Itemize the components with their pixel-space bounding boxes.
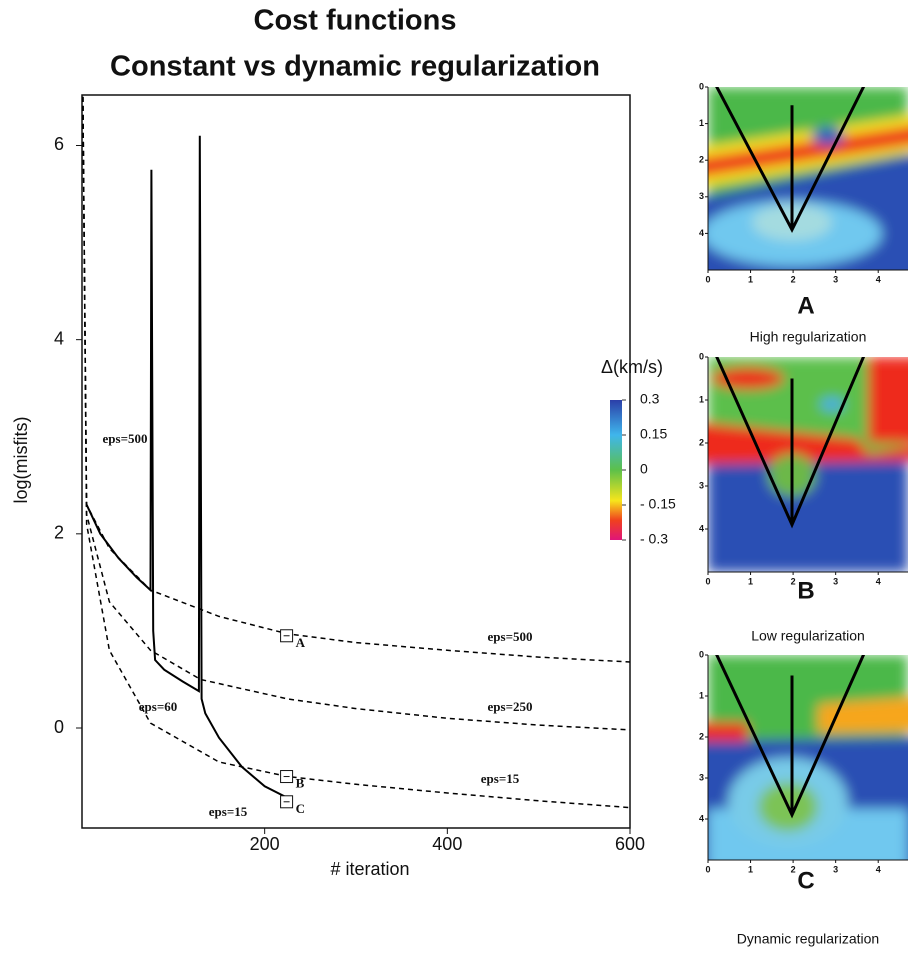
chart-title: Cost functions [254, 5, 457, 37]
x-tick-label: 600 [615, 834, 645, 854]
colorbar-tick-label: 0.15 [640, 426, 667, 442]
heat-region [868, 357, 908, 443]
plot-frame [81, 94, 631, 829]
panel-y-tick-label: 2 [699, 155, 704, 165]
panel-y-tick-label: 1 [699, 118, 704, 128]
heatmap [708, 357, 908, 572]
panel-x-tick-label: 0 [705, 576, 710, 586]
marker-label: A [296, 635, 306, 650]
x-tick-label: 200 [250, 834, 280, 854]
colorbar-title: Δ(km/s) [601, 357, 663, 377]
panel-y-tick-label: 0 [699, 81, 704, 91]
panel-x-tick-label: 2 [791, 274, 796, 284]
panel-label: C [797, 867, 814, 894]
panel-x-tick-label: 0 [705, 864, 710, 874]
y-tick-label: 6 [54, 134, 64, 154]
marker-label: C [296, 801, 305, 816]
panel-y-tick-label: 3 [699, 191, 704, 201]
panel-y-tick-label: 1 [699, 394, 704, 404]
annotation: eps=250 [488, 699, 533, 714]
heat-region [708, 722, 748, 742]
colorbar-tick-label: - 0.3 [640, 531, 668, 547]
panel-x-tick-label: 0 [705, 274, 710, 284]
panel-y-tick-label: 4 [699, 228, 704, 238]
panel-y-tick-label: 0 [699, 649, 704, 659]
annotation: eps=60 [139, 699, 177, 714]
panel-x-tick-label: 3 [833, 576, 838, 586]
panel-x-tick-label: 4 [876, 274, 881, 284]
chart-subtitle: Constant vs dynamic regularization [110, 51, 600, 83]
panel-y-tick-label: 3 [699, 772, 704, 782]
heatmap-fill [708, 357, 908, 572]
heatmap [708, 655, 908, 860]
panel-label: B [797, 577, 814, 604]
panel-y-tick-label: 1 [699, 690, 704, 700]
panel-x-tick-label: 3 [833, 274, 838, 284]
heatmap [708, 87, 908, 270]
y-axis-label: log(misfits) [11, 416, 31, 503]
panel-caption: High regularization [750, 329, 867, 345]
colorbar-tick-label: 0 [640, 461, 648, 477]
panel-y-tick-label: 2 [699, 731, 704, 741]
y-tick-label: 2 [54, 523, 64, 543]
annotation: eps=500 [103, 431, 148, 446]
series-line [82, 96, 631, 731]
heat-region [820, 397, 844, 411]
series-line [82, 96, 631, 663]
panel-x-tick-label: 1 [748, 274, 753, 284]
panel-x-tick-label: 2 [791, 576, 796, 586]
series-line [82, 96, 631, 809]
panel-y-tick-label: 4 [699, 813, 704, 823]
annotation: eps=500 [488, 629, 533, 644]
panel-x-tick-label: 4 [876, 864, 881, 874]
colorbar-tick-label: - 0.15 [640, 496, 676, 512]
panel-x-tick-label: 1 [748, 864, 753, 874]
x-axis-label: # iteration [330, 859, 409, 879]
series-line [85, 135, 288, 799]
panel-y-tick-label: 0 [699, 351, 704, 361]
panel-y-tick-label: 3 [699, 480, 704, 490]
annotation: eps=15 [209, 804, 248, 819]
x-tick-label: 400 [432, 834, 462, 854]
panel-x-tick-label: 2 [791, 864, 796, 874]
heatmap-fill [708, 655, 908, 860]
heatmap-fill [708, 87, 908, 270]
heat-region [708, 423, 908, 465]
panel-caption: Low regularization [751, 628, 865, 644]
panel-y-tick-label: 4 [699, 523, 704, 533]
colorbar-tick-label: 0.3 [640, 391, 660, 407]
y-tick-label: 0 [54, 717, 64, 737]
panel-label: A [797, 292, 814, 319]
panel-y-tick-label: 2 [699, 437, 704, 447]
panel-caption: Dynamic regularization [737, 931, 879, 947]
annotation: eps=15 [481, 771, 520, 786]
colorbar [610, 400, 622, 540]
y-tick-label: 4 [54, 328, 64, 348]
panel-x-tick-label: 1 [748, 576, 753, 586]
panel-x-tick-label: 4 [876, 576, 881, 586]
marker-label: B [296, 776, 305, 791]
panel-x-tick-label: 3 [833, 864, 838, 874]
